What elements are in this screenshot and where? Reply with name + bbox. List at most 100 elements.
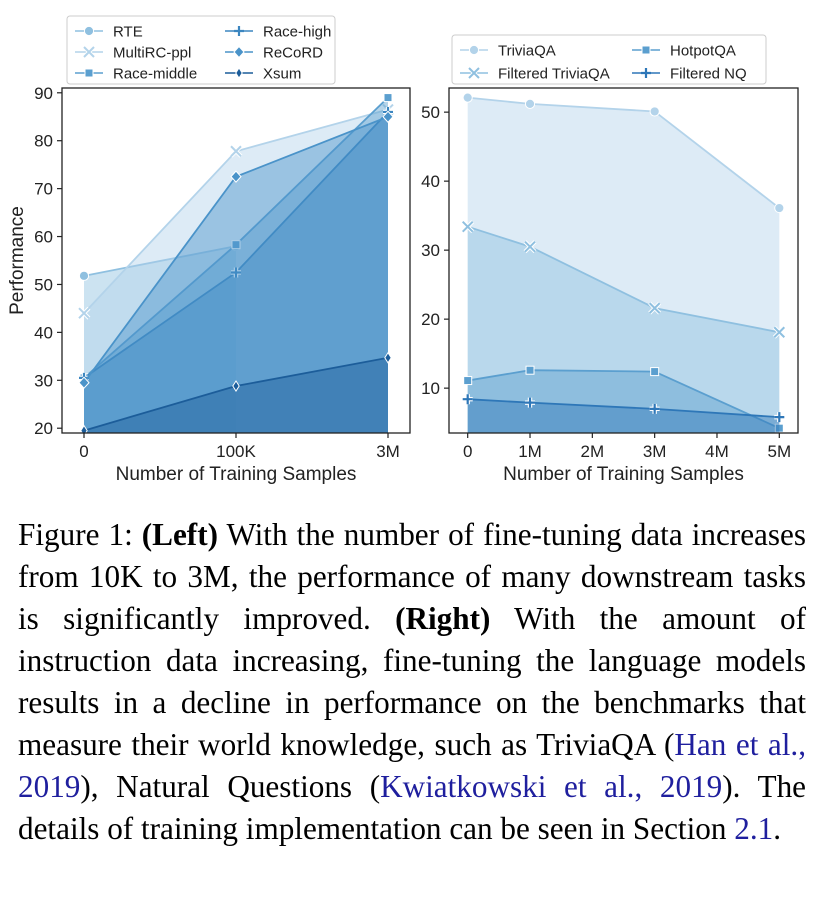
series-triviaqa [462, 92, 785, 433]
caption-text-5: . [773, 811, 782, 846]
point-hotpotqa-2 [650, 367, 660, 377]
point-triviaqa-2 [649, 106, 660, 117]
x-tick-label-1-2: 2M [581, 442, 605, 461]
point-record-2 [382, 110, 394, 123]
legend-label-triviaqa: TriviaQA [498, 43, 556, 60]
point-rte-0 [78, 270, 90, 281]
figure-caption: Figure 1: (Left) With the number of fine… [18, 514, 806, 850]
legend-box-0 [66, 15, 336, 85]
y-tick-label-0-30: 30 [34, 371, 53, 390]
x-axis-label-1: Number of Training Samples [503, 464, 744, 485]
point-record-1 [230, 170, 242, 183]
point-filtered-nq-1-stroke [525, 397, 536, 408]
point-filtered-triviaqa-2-stroke [648, 302, 661, 314]
y-tick-label-0-40: 40 [34, 323, 53, 342]
point-filtered-nq-2-stroke [649, 403, 660, 414]
area-race-middle [84, 97, 388, 433]
legend-triviaqa-marker [468, 44, 480, 56]
legend-filtered-triviaqa-marker-stroke [468, 67, 480, 79]
caption-text-2: With the amount of instruction data incr… [18, 601, 806, 762]
plot-area-0 [77, 93, 395, 437]
x-tick-label-0-1: 100K [216, 442, 256, 461]
y-axis-label-0: Performance [7, 206, 28, 315]
section-link[interactable]: 2.1 [734, 811, 774, 846]
line-filtered-triviaqa [467, 225, 780, 334]
series-race-high [79, 106, 393, 433]
x-tick-label-1-0: 0 [463, 442, 472, 461]
legend-label-filtered-nq: Filtered NQ [670, 66, 747, 83]
area-rte [84, 246, 236, 433]
series-xsum [80, 351, 392, 437]
legend-hotpotqa-marker [641, 45, 651, 55]
area-xsum [84, 357, 388, 433]
plot-frame-1 [448, 87, 799, 434]
x-tick-label-1-5: 5M [767, 442, 791, 461]
legend-race-high-marker-stroke [234, 26, 244, 36]
point-filtered-triviaqa-1-stroke [524, 240, 536, 253]
point-xsum-1 [232, 380, 240, 392]
legend-label-multirc-ppl: MultiRC-ppl [113, 45, 191, 62]
point-hotpotqa-3 [774, 423, 784, 433]
x-axis-label-0: Number of Training Samples [116, 464, 357, 485]
legend-label-race-middle: Race-middle [113, 66, 197, 83]
legend-label-hotpotqa: HotpotQA [670, 43, 736, 60]
area-filtered-triviaqa [467, 226, 780, 433]
legend-xsum-marker [235, 67, 243, 79]
area-triviaqa [467, 97, 780, 433]
legend-label-record: ReCoRD [263, 45, 323, 62]
point-triviaqa-1 [524, 98, 536, 109]
y-tick-label-0-80: 80 [34, 132, 53, 151]
series-rte [78, 241, 242, 433]
caption-text-3: ), Natural Questions ( [80, 769, 381, 804]
x-tick-label-1-1: 1M [518, 442, 542, 461]
area-record [84, 116, 388, 433]
x-tick-label-1-3: 3M [643, 442, 667, 461]
legend-filtered-nq-marker-stroke [641, 68, 651, 78]
point-xsum-2 [384, 351, 392, 364]
x-tick-label-1-4: 4M [705, 442, 729, 461]
line-triviaqa [467, 96, 780, 209]
legend-multirc-ppl-marker-stroke [83, 46, 95, 58]
y-tick-label-1-40: 40 [421, 172, 440, 191]
citation-link-kwiatkowski[interactable]: Kwiatkowski et al., 2019 [380, 769, 723, 804]
point-filtered-nq-3-stroke [774, 412, 785, 423]
point-filtered-triviaqa-0-stroke [461, 220, 474, 233]
legend-rte-marker [83, 25, 95, 37]
chart-panel-1: 10 20 30 40 50 0 1M 2M 3M 4M 5M Number of Training … [421, 34, 799, 485]
legend-race-middle-marker [84, 68, 94, 78]
legend-0: RTE MultiRC-ppl Race-middle Race-high ReCoRD… [66, 15, 336, 85]
y-tick-label-0-50: 50 [34, 275, 53, 294]
legend-record-marker [233, 45, 245, 59]
series-filtered-nq [462, 394, 785, 433]
x-tick-label-0-2: 3M [376, 442, 400, 461]
point-race-high-1-stroke [231, 267, 241, 278]
legend-label-race-high: Race-high [263, 24, 331, 41]
y-tick-label-1-30: 30 [421, 241, 440, 260]
point-hotpotqa-0 [463, 376, 473, 386]
area-hotpotqa [467, 370, 780, 433]
legend-1: TriviaQA Filtered TriviaQA HotpotQA Filtere… [451, 34, 767, 85]
legend-label-filtered-triviaqa: Filtered TriviaQA [498, 66, 610, 83]
citation-link-han[interactable]: Han et al., 2019 [18, 727, 806, 804]
point-triviaqa-3 [774, 202, 785, 214]
area-filtered-nq [467, 399, 780, 433]
point-filtered-triviaqa-3-stroke [773, 326, 786, 338]
point-race-middle-2 [383, 93, 393, 103]
y-tick-label-1-10: 10 [421, 379, 440, 398]
x-tick-label-0-0: 0 [79, 442, 88, 461]
point-multirc-ppl-0-stroke [78, 307, 90, 319]
y-tick-label-0-20: 20 [34, 419, 53, 438]
y-tick-label-0-70: 70 [34, 180, 53, 199]
point-multirc-ppl-1-stroke [230, 145, 242, 157]
series-filtered-triviaqa [461, 220, 786, 433]
y-tick-label-1-20: 20 [421, 310, 440, 329]
y-tick-label-0-90: 90 [34, 84, 53, 103]
line-rte [83, 245, 237, 277]
line-hotpotqa [467, 369, 780, 429]
point-race-middle-1 [231, 240, 241, 250]
series-record [78, 110, 394, 433]
figure-charts: 20 30 40 50 60 70 80 90 0 100K 3M Number of Trainin… [7, 15, 799, 485]
caption-right-tag: (Right) [395, 601, 491, 636]
point-hotpotqa-1 [525, 365, 535, 375]
point-record-0 [78, 376, 90, 389]
